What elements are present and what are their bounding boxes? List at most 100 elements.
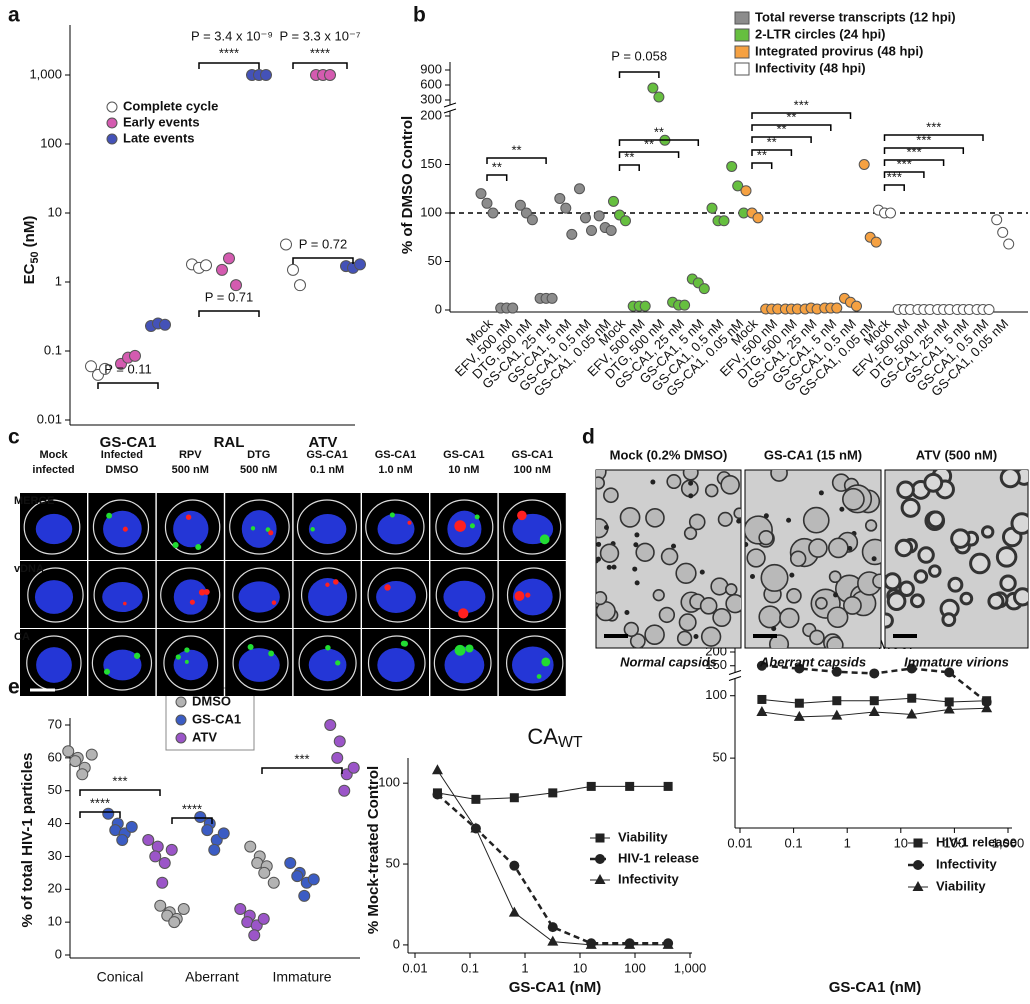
cell-outline — [164, 499, 221, 555]
signal — [536, 674, 542, 679]
axis-break — [444, 105, 456, 111]
nucleus — [173, 649, 208, 681]
core — [650, 479, 656, 485]
particle — [987, 592, 1005, 610]
y-tick-label: 40 — [48, 815, 62, 830]
x-tick-label: 1,000 — [674, 960, 707, 975]
marker — [585, 938, 597, 949]
core — [633, 542, 639, 548]
x-axis-title: GS-CA1 (nM) — [829, 979, 922, 996]
particle — [666, 474, 682, 490]
particle — [947, 576, 964, 593]
y-tick-label: 0 — [393, 936, 400, 951]
annotation: ** — [654, 124, 664, 139]
marker — [431, 764, 443, 775]
y-tick-label: 50 — [386, 855, 400, 870]
y-tick-label: 30 — [48, 848, 62, 863]
y-tick-label: 1,000 — [29, 66, 62, 81]
data-point — [267, 876, 280, 889]
data-point — [287, 263, 299, 276]
marker — [470, 822, 482, 833]
particle — [779, 607, 800, 629]
signal — [133, 652, 141, 659]
particle — [917, 546, 935, 564]
legend-label: Viability — [936, 878, 986, 893]
core — [699, 569, 705, 575]
column-header: 500 nM — [172, 464, 209, 476]
signal — [474, 514, 480, 520]
legend-label: Late events — [123, 130, 195, 145]
marker — [944, 697, 954, 707]
chart-title-part: WT — [558, 734, 583, 751]
significance-bracket — [883, 184, 905, 191]
particle — [896, 480, 915, 500]
axis-break — [729, 672, 741, 679]
cell-outline — [27, 567, 84, 623]
image-title: ATV (500 nM) — [916, 447, 997, 462]
legend-label: HIV-1 release — [618, 850, 699, 865]
particle — [789, 550, 807, 567]
data-point — [639, 300, 651, 312]
data-point — [620, 215, 631, 227]
x-tick-label: 0.01 — [402, 960, 427, 975]
y-axis-title: % Mock-treated Control — [365, 766, 382, 934]
particle — [644, 624, 665, 645]
axis-break — [443, 102, 457, 108]
particle — [828, 537, 849, 559]
legend-label: Infectivity — [618, 871, 679, 886]
signal — [122, 526, 128, 532]
legend-marker — [913, 838, 923, 848]
data-point — [347, 761, 360, 774]
data-point — [481, 197, 493, 209]
annotation: *** — [112, 773, 127, 788]
signal — [517, 510, 527, 521]
particles — [745, 470, 881, 648]
x-tick-label: 1 — [521, 960, 528, 975]
data-point — [752, 212, 764, 224]
significance-bracket — [751, 162, 773, 169]
significance-bracket — [751, 112, 852, 119]
significance-bracket — [97, 382, 159, 389]
column-header: Infected — [101, 449, 143, 461]
column-header: DTG — [247, 449, 270, 461]
particle — [596, 591, 608, 606]
significance-bracket — [883, 147, 965, 154]
x-axis-title: GS-CA1 (nM) — [509, 979, 602, 996]
particle — [733, 507, 741, 520]
core — [632, 566, 638, 572]
particle — [678, 613, 697, 632]
nucleus — [444, 646, 485, 684]
particle — [700, 626, 722, 647]
nucleus — [238, 648, 280, 682]
cell-outline — [503, 499, 562, 555]
core — [611, 564, 617, 570]
data-point — [208, 843, 221, 856]
data-point — [76, 768, 89, 781]
y-tick-label: 20 — [48, 881, 62, 896]
significance-bracket — [79, 811, 121, 818]
marker — [906, 708, 918, 719]
nucleus — [377, 513, 415, 545]
marker — [471, 794, 481, 804]
cell-outline — [23, 499, 81, 555]
data-point — [324, 69, 336, 81]
nucleus — [308, 578, 348, 616]
marker — [756, 660, 767, 671]
legend-label: ATV — [192, 729, 217, 744]
significance-bracket — [618, 164, 640, 171]
data-point — [997, 226, 1009, 238]
particle — [682, 470, 699, 481]
signal — [454, 520, 466, 532]
image-title: Mock (0.2% DMSO) — [610, 447, 728, 462]
annotation: **** — [310, 45, 330, 60]
chart-title-part: CA — [527, 724, 558, 749]
row-label: MERGE — [14, 495, 54, 507]
nucleus — [173, 510, 209, 548]
data-point — [244, 840, 257, 853]
y-tick-label: 900 — [420, 61, 442, 76]
y-tick-label: 1 — [55, 273, 62, 288]
column-header: 500 nM — [240, 464, 277, 476]
image-caption: Normal capsids — [620, 654, 717, 669]
y-axis-title: % of total HIV-1 particles — [19, 752, 36, 927]
y-tick-label: 50 — [48, 782, 62, 797]
